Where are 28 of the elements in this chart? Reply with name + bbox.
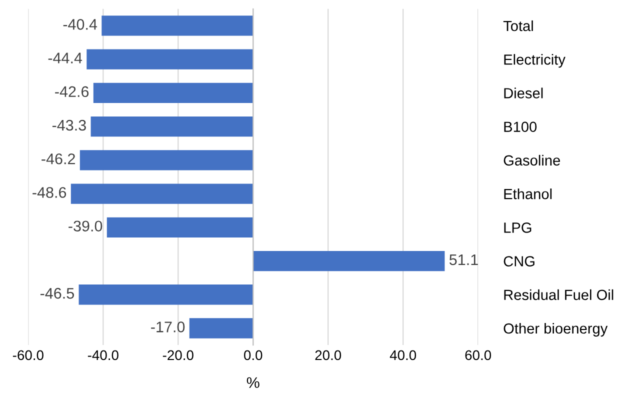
x-tick-label: -40.0 bbox=[88, 350, 118, 360]
x-tick-label: 40.0 bbox=[390, 350, 416, 360]
y-tick-label: Gasoline bbox=[504, 154, 560, 166]
y-tick-label: Diesel bbox=[504, 88, 543, 98]
x-tick-label: -20.0 bbox=[162, 350, 194, 360]
x-tick-label: 20.0 bbox=[315, 350, 342, 360]
y-tick-label: CNG bbox=[504, 256, 534, 266]
y-tick-label: Electricity bbox=[504, 54, 566, 68]
data-label: -17.0 bbox=[151, 322, 185, 332]
data-label: -46.5 bbox=[40, 288, 74, 299]
data-label: -44.4 bbox=[48, 52, 82, 64]
x-tick-label: -60.0 bbox=[12, 350, 44, 360]
y-tick-label: Ethanol bbox=[504, 188, 552, 200]
y-tick-label: Other bioenergy bbox=[504, 322, 608, 337]
x-axis-title: % bbox=[246, 377, 260, 388]
y-tick-label: B100 bbox=[504, 122, 537, 132]
x-tick-label: 0.0 bbox=[244, 350, 262, 360]
data-label: 51.1 bbox=[449, 254, 478, 266]
data-label: -39.0 bbox=[68, 220, 102, 232]
data-label: -40.4 bbox=[63, 19, 98, 30]
data-label: -43.3 bbox=[52, 120, 86, 131]
data-label: -42.6 bbox=[55, 86, 89, 98]
y-tick-label: Residual Fuel Oil bbox=[504, 289, 614, 300]
y-tick-label: Total bbox=[503, 20, 533, 32]
x-tick-label: 60.0 bbox=[465, 350, 492, 360]
data-label: -48.6 bbox=[32, 187, 66, 198]
y-tick-label: LPG bbox=[504, 222, 532, 233]
data-label: -46.2 bbox=[42, 153, 75, 164]
